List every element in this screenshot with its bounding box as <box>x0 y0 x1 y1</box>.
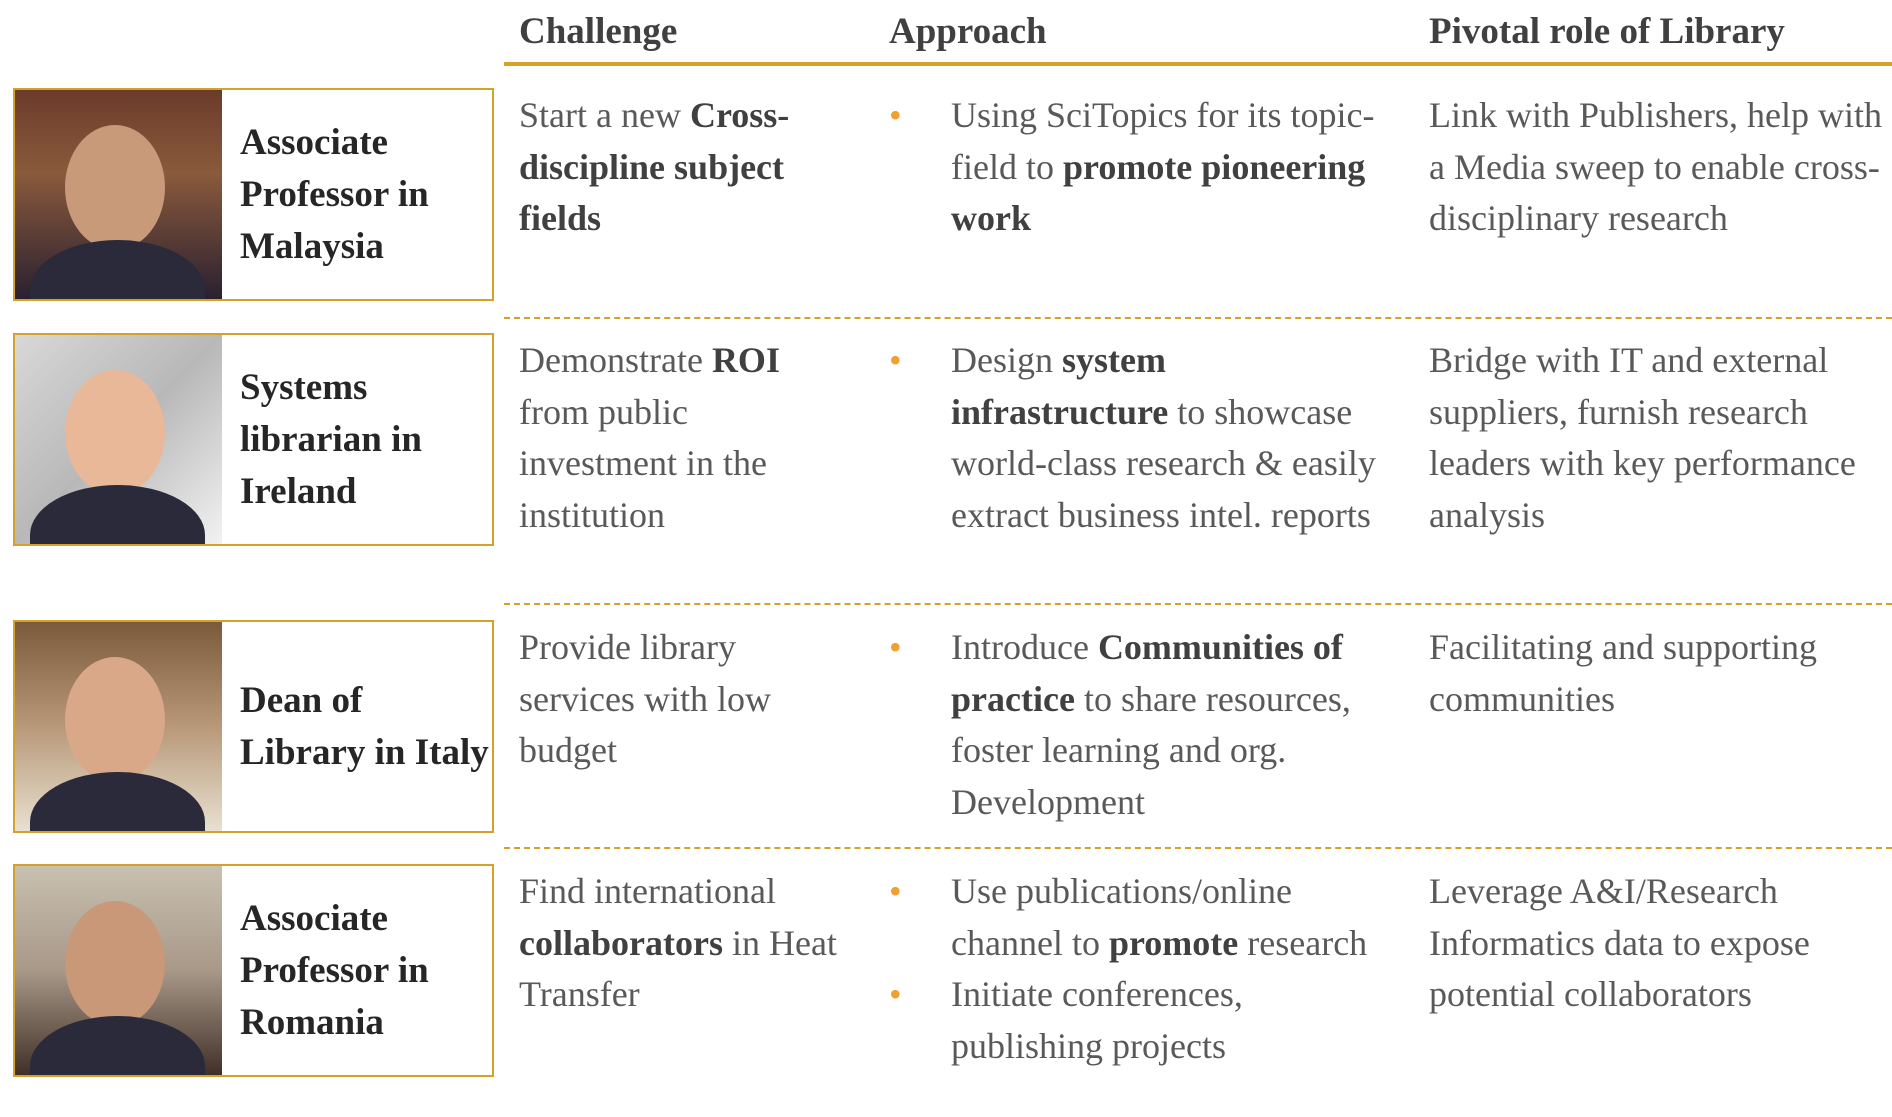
bold-text: system infrastructure <box>951 340 1169 432</box>
shoulders <box>30 1016 205 1075</box>
approach: Introduce Communities of practice to sha… <box>889 622 1389 828</box>
text-run: Introduce <box>951 627 1098 667</box>
text-run: Provide library services with low budget <box>519 627 771 770</box>
approach-bullet: Initiate conferences, publishing project… <box>889 969 1389 1072</box>
approach-bullet: Use publications/online channel to promo… <box>889 866 1389 969</box>
text-run: Find international <box>519 871 776 911</box>
person-label: Dean of Library in Italy <box>240 679 489 773</box>
text-run: research <box>1238 922 1368 963</box>
face <box>65 125 165 250</box>
bold-text: Communities of practice <box>951 627 1343 719</box>
person-photo <box>15 335 222 544</box>
bold-text: ROI <box>711 340 780 380</box>
header-rule <box>504 62 1892 66</box>
person-photo <box>15 866 222 1075</box>
library-role: Facilitating and supporting communities <box>1429 627 1817 719</box>
library-role: Leverage A&I/Research Informatics data t… <box>1429 871 1810 1014</box>
text-run: to showcase world-class research & easil… <box>951 391 1376 535</box>
row-divider <box>504 847 1892 849</box>
bold-text: collaborators <box>519 922 723 963</box>
bold-text: promote pioneering work <box>951 146 1366 239</box>
person-card: Systems librarian in Ireland <box>13 333 494 546</box>
person-photo <box>15 90 222 299</box>
person-label: Associate Professor in Malaysia <box>240 121 429 267</box>
face <box>65 657 165 782</box>
shoulders <box>30 772 205 831</box>
bold-text: Cross-discipline subject fields <box>519 95 790 238</box>
text-run: Using SciTopics for its topic-field to <box>951 95 1375 187</box>
row-divider <box>504 603 1892 605</box>
challenge: Find international collaborators in Heat… <box>519 866 854 1021</box>
shoulders <box>30 485 205 544</box>
library-role: Bridge with IT and external suppliers, f… <box>1429 340 1856 535</box>
challenge: Start a new Cross-discipline subject fie… <box>519 90 854 245</box>
challenge: Demonstrate ROI from public investment i… <box>519 335 854 541</box>
text-run: in Heat Transfer <box>519 922 837 1015</box>
column-header: Challenge <box>519 11 678 52</box>
approach-bullet: Design system infrastructure to showcase… <box>889 335 1389 541</box>
approach-bullet: Using SciTopics for its topic-field to p… <box>889 90 1389 245</box>
person-label: Associate Professor in Romania <box>240 897 429 1043</box>
face <box>65 901 165 1026</box>
text-run: Demonstrate <box>519 340 712 380</box>
row-divider <box>504 317 1892 319</box>
column-header: Pivotal role of Library <box>1429 11 1785 52</box>
bold-text: promote <box>1108 922 1239 963</box>
text-run: to share resources, foster learning and … <box>951 678 1351 822</box>
person-card: Associate Professor in Romania <box>13 864 494 1077</box>
text-run: Use publications/online channel to <box>951 871 1292 963</box>
approach: Use publications/online channel to promo… <box>889 866 1389 1072</box>
face <box>65 370 165 495</box>
text-run: from public investment in the institutio… <box>519 391 767 535</box>
text-run: Design <box>951 340 1062 380</box>
person-photo <box>15 622 222 831</box>
text-run: Start a new <box>519 95 690 135</box>
person-card: Associate Professor in Malaysia <box>13 88 494 301</box>
person-label: Systems librarian in Ireland <box>240 366 422 512</box>
column-header: Approach <box>889 11 1047 52</box>
approach-bullet: Introduce Communities of practice to sha… <box>889 622 1389 828</box>
approach: Design system infrastructure to showcase… <box>889 335 1389 541</box>
library-role: Link with Publishers, help with a Media … <box>1429 95 1882 238</box>
shoulders <box>30 240 205 299</box>
person-card: Dean of Library in Italy <box>13 620 494 833</box>
challenge: Provide library services with low budget <box>519 622 854 777</box>
approach: Using SciTopics for its topic-field to p… <box>889 90 1389 245</box>
text-run: Initiate conferences, publishing project… <box>951 974 1243 1066</box>
